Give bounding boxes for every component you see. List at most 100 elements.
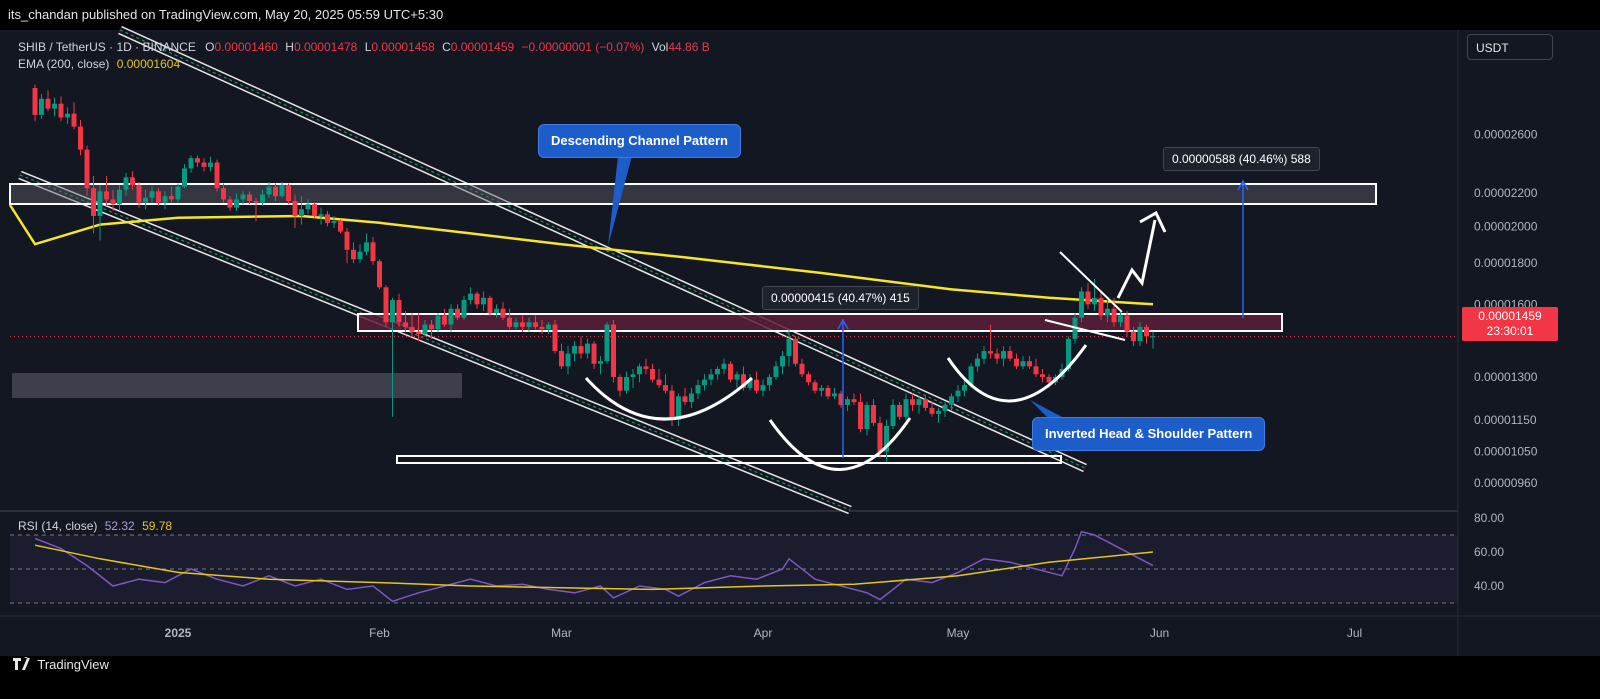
projection-arrow bbox=[1116, 219, 1157, 299]
candle bbox=[149, 186, 155, 203]
candle bbox=[975, 353, 980, 372]
candle-body bbox=[604, 324, 610, 362]
candle bbox=[864, 402, 870, 436]
candle-body bbox=[702, 379, 707, 386]
candle bbox=[624, 371, 629, 394]
rsi-label[interactable]: RSI (14, close) bbox=[18, 519, 98, 533]
candle bbox=[357, 244, 363, 264]
candle bbox=[611, 319, 616, 383]
candle bbox=[650, 363, 655, 383]
candle bbox=[890, 399, 896, 430]
candle bbox=[1033, 358, 1039, 377]
candle bbox=[708, 368, 714, 386]
candle-body bbox=[104, 191, 109, 200]
candle bbox=[1014, 353, 1019, 369]
time-tick-label: Mar bbox=[551, 626, 572, 640]
rsi-tick-label: 60.00 bbox=[1474, 545, 1504, 559]
candle-body bbox=[864, 404, 870, 430]
candle-body bbox=[695, 385, 701, 394]
candle-body bbox=[682, 396, 688, 403]
candle bbox=[110, 189, 116, 211]
candle bbox=[1001, 346, 1006, 367]
candle-body bbox=[760, 385, 766, 391]
candle bbox=[1098, 291, 1104, 320]
candle bbox=[1111, 297, 1117, 327]
ihs-annotation[interactable]: Inverted Head & Shoulder Pattern bbox=[1032, 417, 1266, 451]
candle bbox=[422, 319, 428, 337]
change-value: −0.00000001 (−0.07%) bbox=[521, 40, 645, 54]
candle-body bbox=[845, 399, 850, 405]
candle bbox=[435, 313, 441, 332]
channel-callout-tail bbox=[608, 156, 632, 246]
candle-body bbox=[643, 366, 649, 369]
candle-body bbox=[533, 322, 538, 327]
candle bbox=[364, 233, 369, 256]
candle bbox=[513, 317, 519, 330]
candle bbox=[520, 315, 525, 332]
candle bbox=[71, 102, 77, 130]
time-tick-label: 2025 bbox=[165, 626, 192, 640]
candle-body bbox=[676, 396, 681, 420]
channel-annotation[interactable]: Descending Channel Pattern bbox=[538, 124, 741, 158]
price-tick-label: 0.00002600 bbox=[1474, 128, 1538, 142]
candle bbox=[929, 402, 935, 417]
candle-body bbox=[890, 404, 896, 426]
candle bbox=[234, 192, 239, 211]
left-shoulder-curve bbox=[584, 376, 753, 421]
candle-body bbox=[1066, 338, 1071, 369]
candle-body bbox=[357, 251, 363, 260]
candle-body bbox=[1046, 376, 1052, 383]
candle-body bbox=[461, 299, 467, 318]
candle-body bbox=[877, 422, 883, 452]
candle-body bbox=[728, 363, 733, 380]
rsi-legend: RSI (14, close) 52.32 59.78 bbox=[18, 519, 172, 533]
candle bbox=[169, 186, 174, 203]
footer-bar bbox=[0, 656, 1600, 699]
currency-button[interactable]: USDT bbox=[1467, 34, 1553, 60]
pennant-upper-line bbox=[1059, 251, 1123, 313]
candle bbox=[533, 315, 538, 330]
measure-label-1[interactable]: 0.00000415 (40.47%) 415 bbox=[762, 286, 919, 310]
candle-body bbox=[572, 346, 577, 354]
candle-body bbox=[1001, 351, 1006, 359]
candle-body bbox=[851, 399, 857, 403]
candle bbox=[676, 393, 681, 426]
tradingview-brand[interactable]: TradingView bbox=[12, 654, 109, 673]
candle-body bbox=[949, 396, 954, 405]
candle-body bbox=[500, 308, 506, 318]
candle bbox=[539, 319, 545, 334]
candle-body bbox=[669, 390, 675, 420]
candle-body bbox=[611, 324, 616, 377]
candle-body bbox=[58, 103, 64, 118]
candle bbox=[403, 310, 408, 332]
symbol-label[interactable]: SHIB / TetherUS · 1D · BINANCE bbox=[18, 40, 196, 54]
candle-body bbox=[799, 363, 805, 375]
candle-body bbox=[507, 317, 512, 327]
candle-body bbox=[988, 351, 993, 354]
candle-body bbox=[715, 368, 720, 375]
candle-body bbox=[351, 249, 356, 260]
candle bbox=[182, 163, 187, 189]
candle-body bbox=[546, 324, 551, 330]
candle-body bbox=[630, 374, 636, 377]
candle-body bbox=[325, 214, 330, 223]
candle-body bbox=[637, 366, 642, 375]
ema-label[interactable]: EMA (200, close) bbox=[18, 57, 110, 71]
candle bbox=[1105, 299, 1110, 323]
candle bbox=[279, 182, 285, 198]
candle bbox=[416, 313, 421, 342]
measure-label-2[interactable]: 0.00000588 (40.46%) 588 bbox=[1163, 147, 1320, 171]
candle-body bbox=[370, 242, 376, 262]
candle bbox=[305, 199, 311, 215]
candle bbox=[689, 387, 694, 408]
candle bbox=[390, 297, 395, 417]
candle-body bbox=[884, 425, 889, 452]
candle bbox=[247, 191, 252, 205]
candle-body bbox=[416, 331, 421, 334]
publish-header: its_chandan published on TradingView.com… bbox=[0, 0, 1600, 30]
candle bbox=[396, 293, 402, 327]
volume-label: Vol bbox=[651, 40, 669, 54]
candle bbox=[130, 171, 135, 190]
